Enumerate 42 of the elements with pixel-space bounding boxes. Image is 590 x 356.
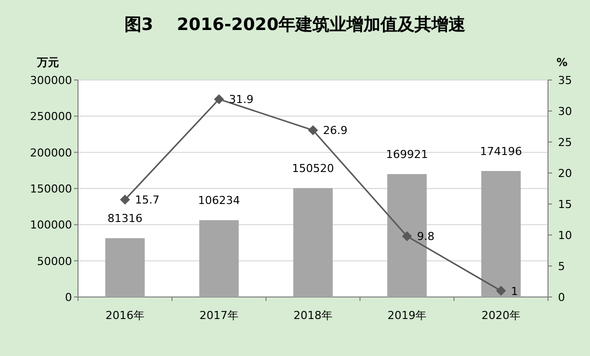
x-tick-label: 2016年 [106, 309, 144, 322]
y2-tick-label: 25 [558, 136, 572, 149]
data-label: 81316 [108, 212, 142, 226]
y2-axis-title: % [556, 56, 568, 69]
x-tick-label: 2018年 [294, 309, 332, 322]
point [496, 286, 506, 296]
y-tick-label: 50000 [37, 254, 72, 268]
y2-tick-label: 10 [558, 229, 572, 242]
y2-tick-label: 5 [558, 260, 565, 273]
y2-tick-label: 20 [558, 167, 572, 180]
data-label: 150520 [292, 162, 334, 176]
data-label: 26.9 [323, 124, 348, 138]
x-tick-label: 2020年 [482, 309, 520, 322]
chart-title: 图3 2016-2020年建筑业增加值及其增速 [124, 15, 466, 35]
point [214, 94, 224, 104]
bar [199, 220, 239, 297]
point [402, 231, 412, 242]
data-label: 1 [511, 284, 518, 298]
x-tick-label: 2017年 [200, 309, 238, 322]
y-tick-label: 300000 [30, 74, 72, 87]
bar [293, 188, 333, 297]
y2-tick-label: 30 [558, 105, 572, 118]
data-label: 9.8 [417, 230, 434, 244]
data-label: 106234 [198, 194, 240, 208]
y-tick-label: 200000 [30, 146, 72, 160]
data-label: 31.9 [229, 93, 254, 106]
data-label: 15.7 [135, 194, 160, 207]
point [120, 194, 130, 205]
data-label: 174196 [480, 145, 522, 158]
y2-tick-label: 15 [558, 198, 572, 211]
y-axis-title: 万元 [36, 56, 59, 69]
y-tick-label: 0 [65, 291, 72, 304]
bar [481, 171, 521, 297]
x-tick-label: 2019年 [388, 309, 426, 322]
point [308, 125, 318, 136]
y2-tick-label: 0 [558, 291, 565, 304]
bar [105, 238, 145, 297]
data-label: 169921 [386, 148, 428, 162]
y-tick-label: 250000 [30, 110, 72, 124]
y-tick-label: 150000 [30, 182, 72, 196]
y-tick-label: 100000 [30, 218, 72, 232]
y2-tick-label: 35 [558, 74, 572, 87]
